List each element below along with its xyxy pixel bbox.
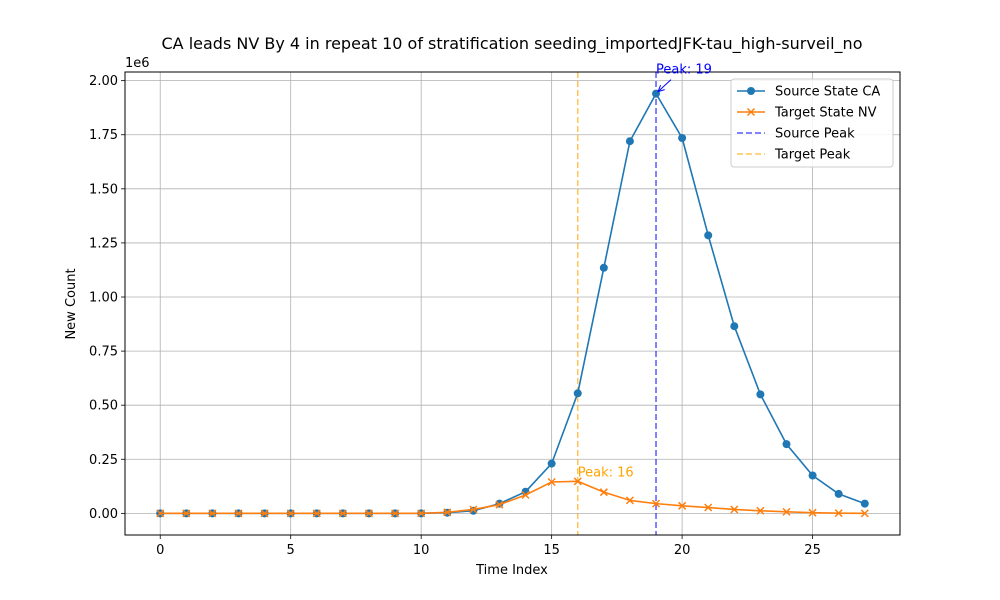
y-axis-label: New Count [64, 268, 79, 339]
x-tick-label: 10 [413, 543, 430, 558]
annotation-arrowhead [657, 84, 665, 93]
data-point [286, 509, 295, 518]
data-point [469, 505, 478, 514]
series-group [156, 89, 869, 518]
data-point [808, 471, 817, 480]
annotation-label: Peak: 16 [578, 465, 634, 480]
data-point [573, 389, 582, 398]
y-axis-ticks: 0.00 0.25 0.50 0.75 1.00 1.25 1.50 1.75 2.00 [89, 74, 125, 522]
data-point [234, 509, 243, 518]
data-point [521, 490, 530, 500]
data-point [599, 263, 608, 272]
y-tick-label: 0.50 [89, 399, 118, 414]
annotation-label: Peak: 19 [656, 63, 712, 78]
data-point [364, 509, 374, 518]
data-point [208, 509, 217, 518]
data-point [599, 488, 608, 497]
y-tick-label: 0.75 [89, 345, 118, 360]
data-point [312, 509, 321, 518]
data-point [156, 509, 165, 518]
y-tick-label: 0.25 [89, 453, 118, 468]
legend-box [730, 78, 894, 168]
legend-label: Target Peak [774, 148, 851, 163]
data-point [704, 231, 713, 240]
chart-title: CA leads NV By 4 in repeat 10 of stratif… [162, 34, 863, 54]
x-tick-label: 25 [804, 543, 821, 558]
y-offset-label: 1e6 [125, 56, 150, 71]
data-point [860, 499, 869, 508]
y-tick-label: 2.00 [89, 74, 118, 89]
data-point [651, 499, 661, 508]
annotation-arrow [657, 79, 672, 93]
y-tick-label: 1.50 [89, 182, 118, 197]
x-tick-label: 0 [156, 543, 164, 558]
series-line [160, 480, 865, 515]
data-point [704, 503, 713, 512]
plot-frame [124, 71, 901, 536]
data-point [182, 509, 191, 518]
x-tick-label: 20 [674, 543, 691, 558]
data-point [782, 507, 791, 516]
x-axis-label: Time Index [475, 563, 548, 578]
peak-lines [576, 72, 657, 535]
data-point [808, 508, 817, 517]
data-point [678, 501, 687, 510]
legend: Source State CA Target State NV Source Pea… [730, 78, 894, 168]
y-tick-label: 0.00 [89, 507, 118, 522]
x-tick-label: 5 [287, 543, 295, 558]
data-point [625, 137, 634, 146]
data-point [730, 505, 739, 514]
legend-label: Target State NV [774, 106, 877, 121]
data-point [547, 459, 556, 468]
grid [125, 72, 900, 535]
data-point [756, 506, 765, 515]
data-point [573, 477, 582, 486]
data-point [834, 489, 843, 498]
legend-label: Source Peak [775, 127, 855, 142]
data-point [260, 509, 269, 518]
x-tick-label: 15 [543, 543, 560, 558]
data-point [625, 496, 634, 505]
y-tick-label: 1.75 [89, 128, 118, 143]
y-tick-label: 1.00 [89, 291, 118, 306]
y-tick-label: 1.25 [89, 236, 118, 251]
data-point [782, 440, 791, 449]
data-point [469, 506, 478, 515]
data-point [495, 500, 504, 509]
legend-label: Source State CA [775, 85, 880, 100]
data-point [391, 509, 400, 518]
data-point [443, 508, 452, 517]
x-axis-ticks: 0 5 10 15 20 25 [156, 535, 821, 558]
data-point [834, 509, 843, 518]
data-point [547, 477, 556, 487]
data-point [756, 390, 765, 399]
data-point [678, 133, 687, 142]
data-point [730, 322, 739, 331]
legend-marker [747, 87, 755, 95]
data-point [860, 509, 869, 518]
data-point [338, 509, 347, 518]
legend-marker [746, 107, 756, 117]
data-point [417, 509, 426, 518]
annotations: Peak: 19 Peak: 16 [578, 63, 712, 481]
